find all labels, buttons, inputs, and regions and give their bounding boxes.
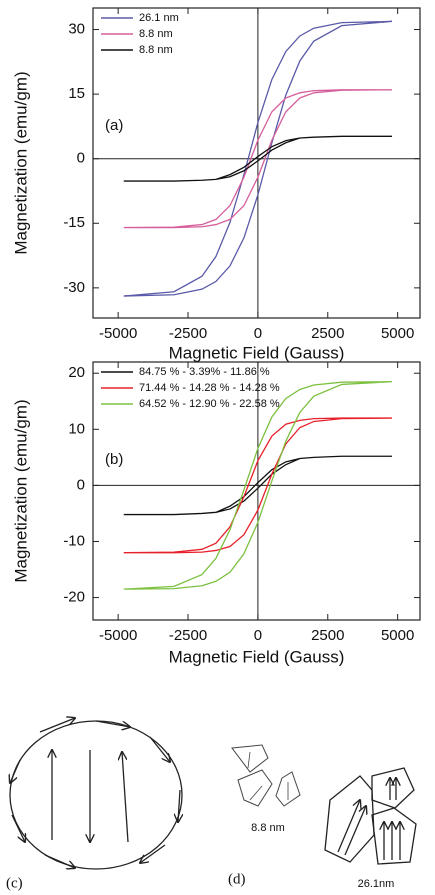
chart: -5000 -2500 0 2500 5000 -20 -10 0 10 20 Magnetic F… [11, 361, 421, 666]
y-axis-label: Magnetization (emu/gm) [11, 399, 30, 582]
panel-label: (d) [228, 871, 246, 887]
y-tick-label: 10 [68, 420, 85, 437]
legend-label: 8.8 nm [139, 44, 173, 56]
x-tick-label: -5000 [99, 627, 137, 644]
legend-label: 71.44 % - 14.28 % - 14.28 % [139, 382, 280, 394]
series-line [123, 20, 393, 297]
x-tick-label: -5000 [99, 325, 137, 342]
panel-label: (b) [105, 451, 123, 468]
y-axis-label: Magnetization (emu/gm) [11, 71, 30, 254]
x-tick-label: 5000 [381, 325, 414, 342]
x-tick-label: 5000 [381, 627, 414, 644]
panel-label: (c) [6, 875, 23, 891]
x-axis-label: Magnetic Field (Gauss) [169, 647, 345, 666]
x-axis-label: Magnetic Field (Gauss) [169, 343, 345, 362]
y-tick-label: -15 [63, 214, 85, 231]
chart: -5000 -2500 0 2500 5000 -30 -15 0 15 30 Magnetic F… [11, 7, 421, 362]
series-line [123, 380, 393, 590]
series-line [123, 455, 393, 516]
y-tick-label: -10 [63, 532, 85, 549]
legend-label: 64.52 % - 12.90 % - 22.58 % [139, 398, 280, 410]
plot-frame [92, 361, 421, 621]
legend-label: 26.1 nm [139, 12, 179, 24]
diagram-d-large [324, 767, 417, 865]
x-tick-label: 2500 [311, 325, 344, 342]
series-line [123, 417, 393, 554]
panel-label: (a) [105, 117, 123, 134]
x-tick-label: 2500 [311, 627, 344, 644]
series-line [123, 135, 393, 182]
series-line [123, 89, 393, 229]
y-tick-label: -20 [63, 589, 85, 606]
diagram-d [231, 744, 301, 807]
y-tick-label: 0 [77, 150, 85, 167]
diagram-label: 8.8 nm [251, 822, 285, 834]
x-tick-label: -2500 [169, 627, 207, 644]
plot-frame [92, 7, 421, 319]
y-tick-label: 20 [68, 364, 85, 381]
y-tick-label: 30 [68, 20, 85, 37]
y-tick-label: -30 [63, 279, 85, 296]
x-tick-label: 0 [254, 325, 262, 342]
legend-label: 84.75 % - 3.39% - 11.86 % [139, 366, 270, 378]
diagram-c [10, 718, 182, 870]
x-tick-label: 0 [254, 627, 262, 644]
y-tick-label: 15 [68, 85, 85, 102]
y-tick-label: 0 [77, 476, 85, 493]
diagram-label: 26.1nm [358, 878, 395, 890]
x-tick-label: -2500 [169, 325, 207, 342]
legend-label: 8.8 nm [139, 28, 173, 40]
